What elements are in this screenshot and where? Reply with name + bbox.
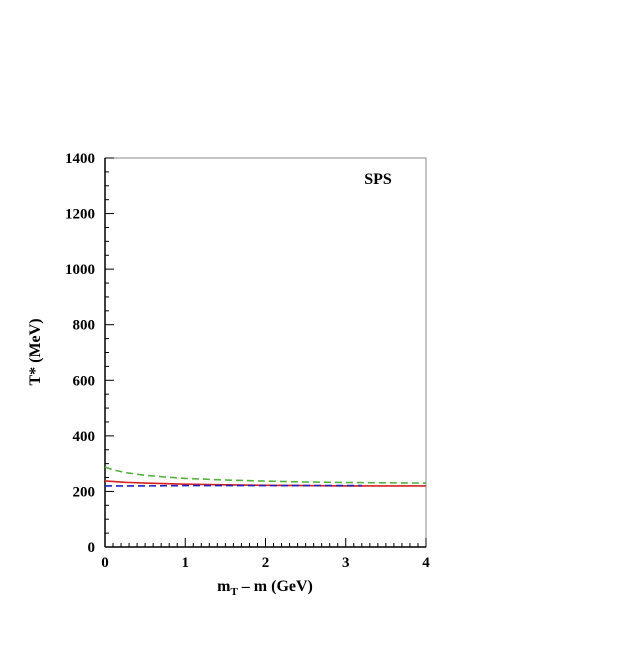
x-tick-label: 2 [262,555,270,571]
annotation-label: SPS [364,171,392,188]
x-axis-label-sub: T [230,586,238,598]
y-tick-label: 1400 [65,151,95,167]
series-line-2 [104,466,427,484]
y-tick-label: 200 [73,484,96,500]
series-group [104,466,427,487]
x-axis-label-rest: – m (GeV) [238,578,313,595]
y-axis: 0 200 400 600 800 1000 1200 1400 [65,151,114,556]
plot-border [104,157,427,548]
y-tick-label: 600 [73,373,96,389]
y-axis-label: T* (MeV) [27,318,44,385]
y-tick-label: 800 [73,318,96,334]
x-tick-label: 3 [342,555,350,571]
x-axis: 0 1 2 3 4 [101,538,430,571]
series-line-1 [104,480,426,487]
x-axis-label: mT – m (GeV) [217,578,313,598]
x-tick-label: 1 [182,555,190,571]
y-tick-label: 0 [88,540,96,556]
y-tick-label: 1000 [65,262,95,278]
x-axis-label-main: m [217,578,231,595]
y-tick-label: 400 [73,429,96,445]
x-tick-label: 4 [422,555,430,571]
x-tick-label: 0 [101,555,109,571]
plot-frame [104,157,427,548]
y-tick-label: 1200 [65,207,95,223]
